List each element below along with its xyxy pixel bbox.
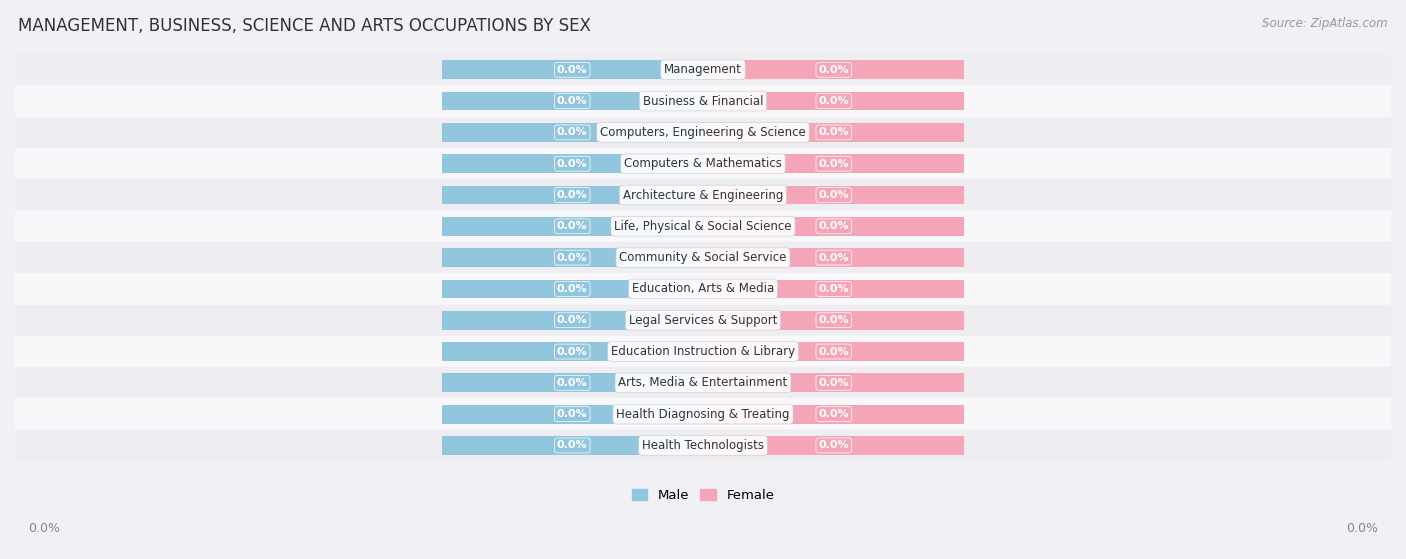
Bar [703,311,965,330]
Text: 0.0%: 0.0% [818,127,849,138]
Bar [441,373,703,392]
Bar [703,217,965,236]
Bar [703,373,965,392]
Text: Legal Services & Support: Legal Services & Support [628,314,778,326]
Bar [703,123,965,142]
Bar [15,305,1391,336]
Text: 0.0%: 0.0% [557,253,588,263]
Text: Education, Arts & Media: Education, Arts & Media [631,282,775,295]
Text: Architecture & Engineering: Architecture & Engineering [623,188,783,201]
Bar [441,154,703,173]
Text: 0.0%: 0.0% [818,253,849,263]
Bar [15,211,1391,242]
Bar [441,436,703,455]
Text: 0.0%: 0.0% [557,127,588,138]
Bar [703,92,965,111]
Text: 0.0%: 0.0% [557,190,588,200]
Text: 0.0%: 0.0% [818,347,849,357]
Text: Source: ZipAtlas.com: Source: ZipAtlas.com [1263,17,1388,30]
Bar [441,217,703,236]
Text: Life, Physical & Social Science: Life, Physical & Social Science [614,220,792,233]
Bar [15,273,1391,305]
Bar [441,405,703,424]
Bar [441,311,703,330]
Text: Arts, Media & Entertainment: Arts, Media & Entertainment [619,376,787,389]
Bar [441,248,703,267]
Bar [703,154,965,173]
Text: 0.0%: 0.0% [818,96,849,106]
Text: 0.0%: 0.0% [818,378,849,388]
Bar [15,336,1391,367]
Bar [441,342,703,361]
Bar [441,123,703,142]
Bar [15,148,1391,179]
Text: MANAGEMENT, BUSINESS, SCIENCE AND ARTS OCCUPATIONS BY SEX: MANAGEMENT, BUSINESS, SCIENCE AND ARTS O… [18,17,591,35]
Bar [703,280,965,299]
Text: 0.0%: 0.0% [557,378,588,388]
Bar [703,436,965,455]
Text: Health Diagnosing & Treating: Health Diagnosing & Treating [616,408,790,420]
Text: Education Instruction & Library: Education Instruction & Library [612,345,794,358]
Bar [15,399,1391,430]
Bar [15,367,1391,399]
Text: Business & Financial: Business & Financial [643,94,763,107]
Text: 0.0%: 0.0% [557,221,588,231]
Bar [15,242,1391,273]
Text: 0.0%: 0.0% [818,284,849,294]
Text: 0.0%: 0.0% [818,221,849,231]
Bar [703,186,965,205]
Bar [15,117,1391,148]
Text: 0.0%: 0.0% [557,65,588,75]
Bar [441,186,703,205]
Text: 0.0%: 0.0% [557,159,588,169]
Text: 0.0%: 0.0% [557,284,588,294]
Bar [15,86,1391,117]
Legend: Male, Female: Male, Female [626,484,780,508]
Text: 0.0%: 0.0% [818,190,849,200]
Text: 0.0%: 0.0% [557,96,588,106]
Text: Management: Management [664,63,742,76]
Bar [15,54,1391,86]
Text: 0.0%: 0.0% [818,409,849,419]
Text: Computers & Mathematics: Computers & Mathematics [624,157,782,170]
Text: Health Technologists: Health Technologists [643,439,763,452]
Text: 0.0%: 0.0% [818,315,849,325]
Bar [15,179,1391,211]
Text: 0.0%: 0.0% [557,409,588,419]
Text: 0.0%: 0.0% [557,347,588,357]
Bar [441,60,703,79]
Bar [703,342,965,361]
Bar [703,405,965,424]
Text: Computers, Engineering & Science: Computers, Engineering & Science [600,126,806,139]
Text: 0.0%: 0.0% [818,65,849,75]
Text: 0.0%: 0.0% [1346,522,1378,535]
Text: 0.0%: 0.0% [28,522,60,535]
Bar [703,248,965,267]
Bar [15,430,1391,461]
Text: 0.0%: 0.0% [557,440,588,451]
Bar [441,280,703,299]
Text: 0.0%: 0.0% [818,440,849,451]
Text: Community & Social Service: Community & Social Service [619,251,787,264]
Text: 0.0%: 0.0% [818,159,849,169]
Bar [441,92,703,111]
Bar [703,60,965,79]
Text: 0.0%: 0.0% [557,315,588,325]
